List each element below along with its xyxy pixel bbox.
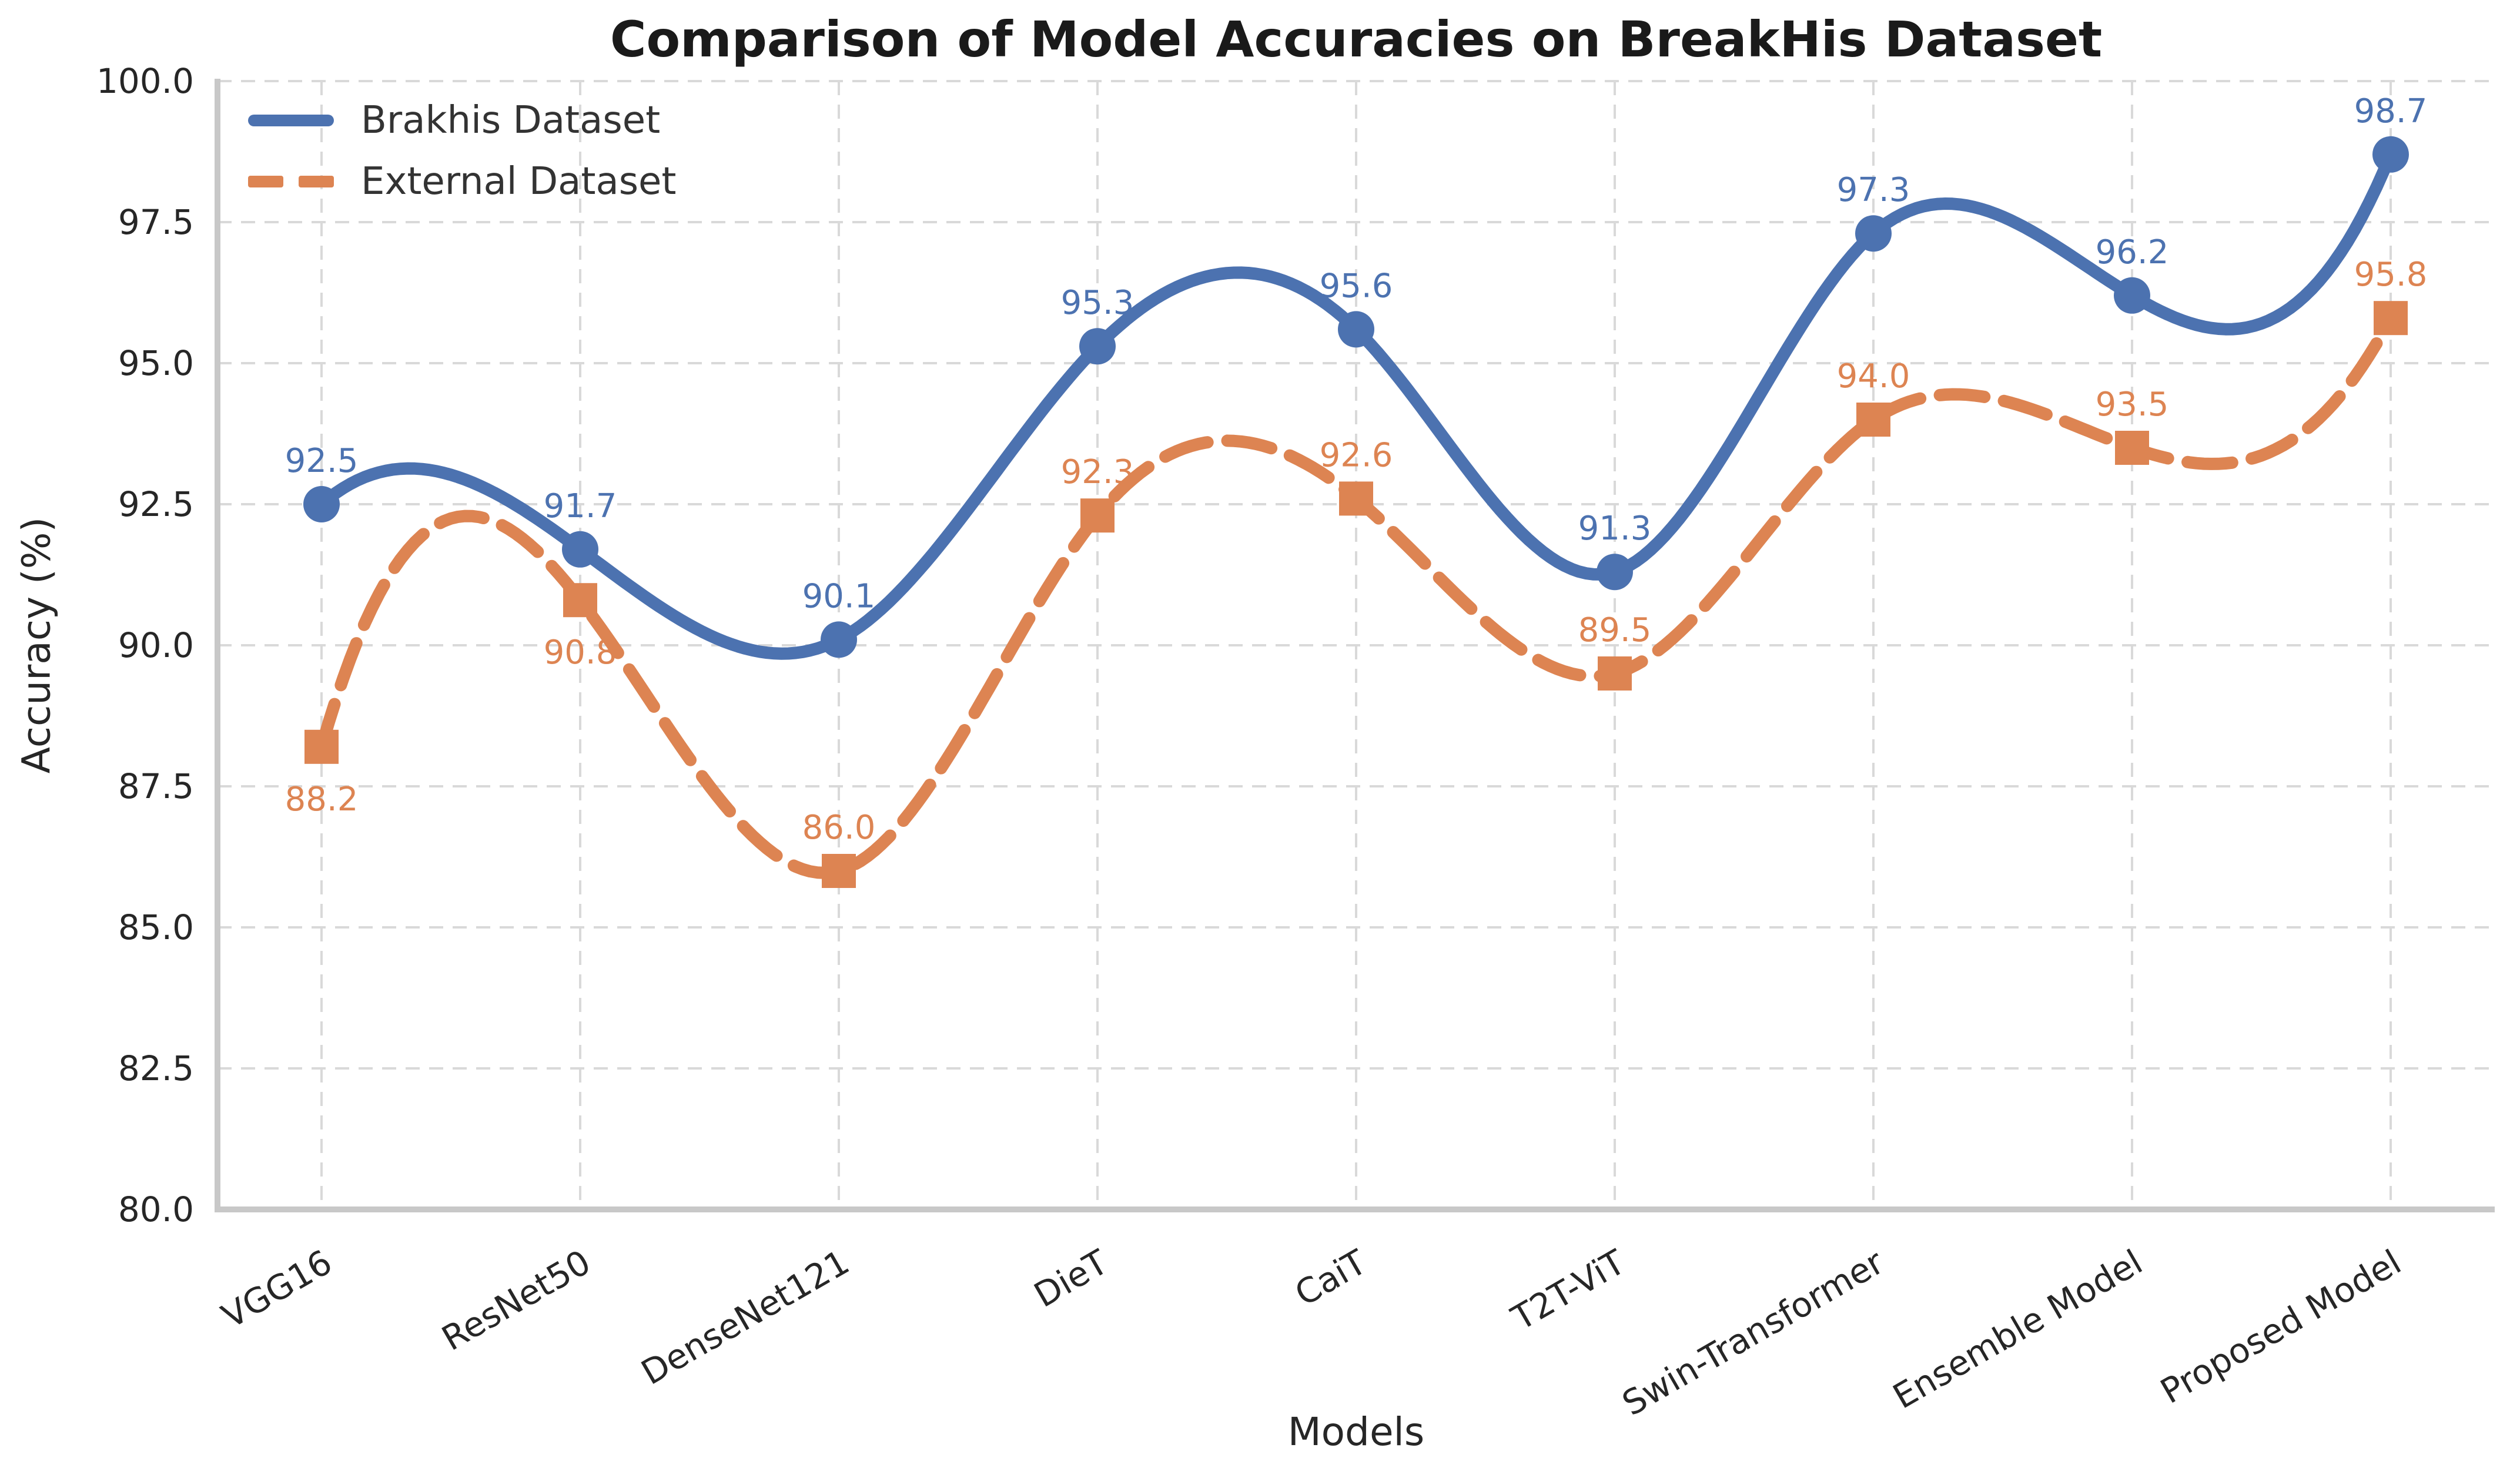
data-point-marker — [2114, 277, 2150, 314]
data-point-marker — [1598, 656, 1632, 691]
y-tick-label: 80.0 — [118, 1189, 194, 1229]
chart-title: Comparison of Model Accuracies on BreakH… — [610, 11, 2103, 68]
x-category-label: DenseNet121 — [634, 1242, 856, 1393]
data-point-label: 95.3 — [1061, 284, 1134, 322]
data-point-marker — [1080, 498, 1115, 533]
data-point-marker — [303, 486, 340, 522]
data-point-marker — [2115, 431, 2149, 465]
data-point-label: 94.0 — [1837, 357, 1910, 396]
x-category-label: CaiT — [1289, 1242, 1374, 1314]
x-category-label: Proposed Model — [2154, 1242, 2408, 1412]
data-point-marker — [1339, 481, 1373, 516]
legend-entry-external: External Dataset — [248, 160, 677, 203]
y-tick-label: 95.0 — [118, 343, 194, 383]
data-point-label: 92.3 — [1061, 453, 1134, 491]
data-point-label: 92.5 — [285, 442, 359, 480]
data-point-marker — [1338, 311, 1374, 348]
y-tick-label: 85.0 — [118, 907, 194, 947]
data-point-marker — [304, 729, 339, 764]
data-point-label: 95.6 — [1320, 267, 1393, 305]
data-point-label: 96.2 — [2096, 233, 2169, 272]
data-point-marker — [2374, 301, 2408, 336]
y-tick-label: 87.5 — [118, 766, 194, 806]
legend-label: Brakhis Dataset — [361, 99, 661, 142]
data-point-marker — [822, 854, 856, 888]
data-point-marker — [1597, 554, 1633, 591]
x-category-label: Swin-Transformer — [1615, 1242, 1890, 1423]
data-point-label: 97.3 — [1837, 171, 1910, 209]
data-point-label: 88.2 — [285, 780, 359, 819]
data-point-marker — [821, 621, 857, 658]
data-point-label: 93.5 — [2096, 386, 2169, 424]
y-tick-label: 100.0 — [96, 61, 194, 101]
legend: Brakhis Dataset External Dataset — [248, 99, 677, 203]
data-point-marker — [563, 583, 597, 618]
data-point-label: 90.8 — [544, 634, 617, 672]
x-category-label: ResNet50 — [435, 1242, 597, 1358]
data-point-label: 90.1 — [802, 577, 876, 615]
x-category-label: T2T-ViT — [1504, 1242, 1632, 1339]
data-point-label: 92.6 — [1320, 436, 1393, 474]
data-point-label: 91.3 — [1578, 510, 1652, 548]
y-tick-label: 82.5 — [118, 1048, 194, 1088]
x-category-label: DieT — [1028, 1242, 1115, 1315]
y-tick-label: 90.0 — [118, 625, 194, 665]
data-point-marker — [1856, 403, 1890, 437]
y-tick-label: 92.5 — [118, 484, 194, 524]
data-point-marker — [562, 531, 598, 568]
legend-entry-brakhis: Brakhis Dataset — [248, 99, 677, 142]
data-point-marker — [1855, 215, 1892, 252]
legend-line-swatch-dashed — [248, 176, 334, 187]
data-point-label: 89.5 — [1578, 611, 1652, 649]
legend-label: External Dataset — [361, 160, 677, 203]
y-tick-label: 97.5 — [118, 202, 194, 242]
legend-line-swatch-solid — [248, 115, 334, 126]
x-category-label: Ensemble Model — [1886, 1242, 2149, 1416]
data-point-label: 91.7 — [544, 487, 617, 525]
x-axis-label: Models — [1287, 1409, 1425, 1454]
data-point-label: 95.8 — [2354, 256, 2428, 294]
data-point-marker — [2372, 136, 2409, 173]
x-category-label: VGG16 — [215, 1242, 339, 1336]
data-point-label: 86.0 — [802, 809, 876, 847]
data-point-label: 98.7 — [2354, 92, 2428, 130]
data-point-marker — [1079, 328, 1116, 365]
